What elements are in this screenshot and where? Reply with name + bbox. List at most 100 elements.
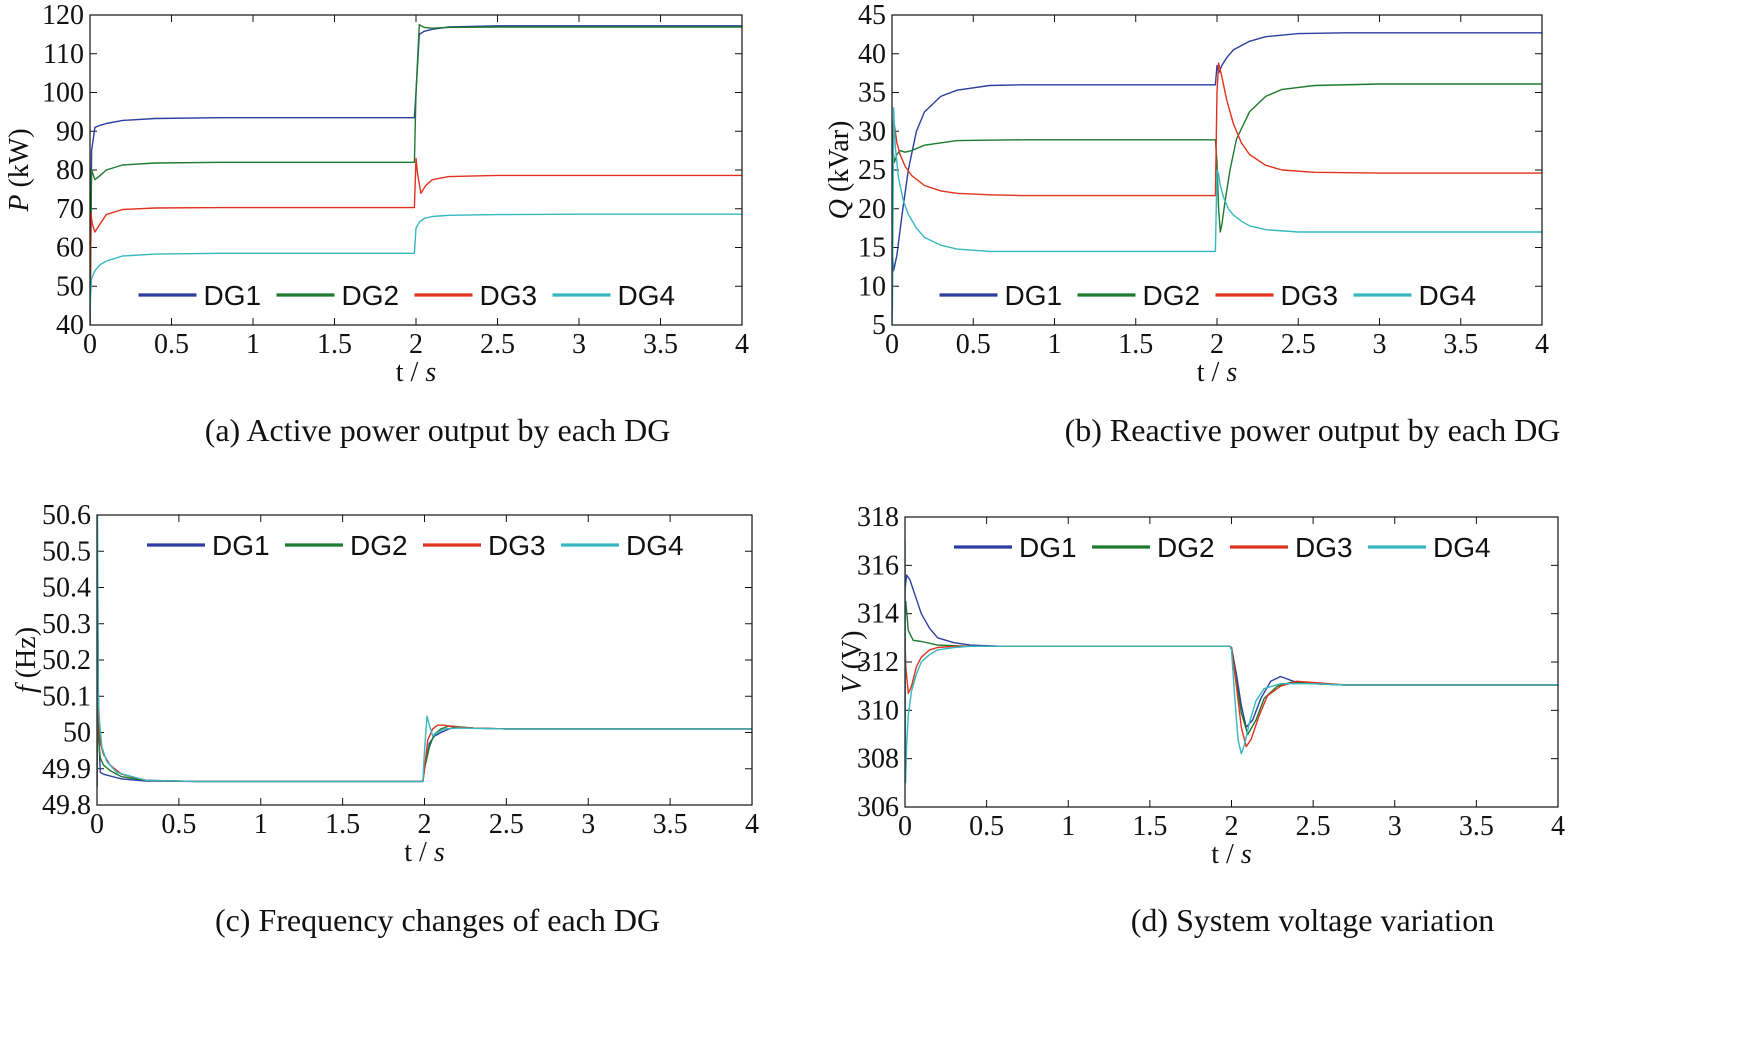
x-axis-label: t / s bbox=[396, 357, 437, 388]
legend-label-dg3: DG3 bbox=[480, 280, 538, 311]
y-tick-label: 110 bbox=[43, 39, 84, 70]
y-tick-label: 50.5 bbox=[42, 536, 91, 567]
x-tick-label: 3 bbox=[581, 809, 595, 840]
x-tick-label: 3.5 bbox=[1443, 329, 1478, 360]
x-tick-label: 0.5 bbox=[154, 329, 189, 360]
x-tick-label: 3.5 bbox=[1459, 811, 1494, 842]
y-tick-label: 120 bbox=[42, 0, 84, 31]
x-axis-label: t / s bbox=[404, 837, 445, 868]
y-tick-label: 35 bbox=[858, 78, 886, 109]
x-tick-label: 4 bbox=[1535, 329, 1549, 360]
chart-voltage: 0 0.5 1 1.5 2 2.5 3 3.5 4 306 308 310 312 314 316 318 DG… bbox=[837, 502, 1565, 870]
legend-label-dg3: DG3 bbox=[488, 530, 546, 561]
x-tick-label: 4 bbox=[735, 329, 749, 360]
series-line-dg4 bbox=[97, 515, 752, 787]
x-tick-label: 0 bbox=[83, 329, 97, 360]
x-tick-label: 3 bbox=[1388, 811, 1402, 842]
y-tick-label: 30 bbox=[858, 116, 886, 147]
y-tick-label: 49.8 bbox=[42, 790, 91, 821]
x-tick-label: 1.5 bbox=[1118, 329, 1153, 360]
y-tick-label: 308 bbox=[857, 744, 899, 775]
y-tick-label: 50.6 bbox=[42, 500, 91, 531]
x-tick-label: 2.5 bbox=[489, 809, 524, 840]
plot-frame bbox=[891, 14, 1543, 326]
x-tick-label: 0 bbox=[90, 809, 104, 840]
y-tick-label: 312 bbox=[857, 647, 899, 678]
y-tick-label: 310 bbox=[857, 695, 899, 726]
legend-label-dg2: DG2 bbox=[1157, 532, 1215, 563]
x-tick-label: 2.5 bbox=[1281, 329, 1316, 360]
y-tick-label: 314 bbox=[857, 599, 899, 630]
x-tick-label: 1.5 bbox=[1132, 811, 1167, 842]
series-line-dg2 bbox=[892, 83, 1542, 233]
x-tick-label: 0.5 bbox=[161, 809, 196, 840]
legend-label-dg2: DG2 bbox=[1143, 280, 1201, 311]
x-tick-label: 1 bbox=[1061, 811, 1075, 842]
x-tick-label: 0 bbox=[885, 329, 899, 360]
y-tick-label: 45 bbox=[858, 0, 886, 31]
y-tick-label: 40 bbox=[56, 310, 84, 341]
x-tick-label: 4 bbox=[745, 809, 759, 840]
x-tick-label: 0 bbox=[898, 811, 912, 842]
legend-label-dg3: DG3 bbox=[1281, 280, 1339, 311]
y-tick-label: 70 bbox=[56, 194, 84, 225]
caption-frequency: (c) Frequency changes of each DG bbox=[214, 902, 661, 938]
series-line-dg4 bbox=[90, 213, 742, 325]
y-axis-label: f (Hz) bbox=[11, 627, 42, 693]
series-line-dg2 bbox=[905, 600, 1558, 736]
x-tick-label: 1 bbox=[246, 329, 260, 360]
x-tick-label: 0.5 bbox=[969, 811, 1004, 842]
x-tick-label: 1.5 bbox=[317, 329, 352, 360]
y-tick-label: 60 bbox=[56, 233, 84, 264]
legend-label-dg2: DG2 bbox=[350, 530, 408, 561]
series-line-dg1 bbox=[892, 32, 1542, 272]
panel-frequency: 0 0.5 1 1.5 2 2.5 3 3.5 4 49.8 49.9 50 50.1 50.2 50.3 5… bbox=[0, 500, 875, 1055]
series-line-dg2 bbox=[90, 24, 742, 325]
series-line-dg3 bbox=[90, 157, 742, 325]
caption-voltage: (d) System voltage variation bbox=[1130, 902, 1495, 938]
y-tick-label: 50.1 bbox=[42, 681, 91, 712]
x-axis-label: t / s bbox=[1197, 357, 1238, 388]
legend-label-dg4: DG4 bbox=[1419, 280, 1477, 311]
y-tick-label: 316 bbox=[857, 550, 899, 581]
y-tick-label: 50 bbox=[63, 718, 91, 749]
y-axis-label: Q (kVar) bbox=[824, 121, 855, 220]
y-tick-label: 49.9 bbox=[42, 754, 91, 785]
y-tick-label: 50.2 bbox=[42, 645, 91, 676]
caption-reactive-power: (b) Reactive power output by each DG bbox=[1064, 412, 1561, 448]
x-tick-label: 2 bbox=[418, 809, 432, 840]
y-tick-label: 50 bbox=[56, 271, 84, 302]
legend-label-dg4: DG4 bbox=[626, 530, 684, 561]
x-tick-label: 2 bbox=[409, 329, 423, 360]
legend-label-dg1: DG1 bbox=[1019, 532, 1077, 563]
y-tick-label: 20 bbox=[858, 194, 886, 225]
y-tick-label: 25 bbox=[858, 155, 886, 186]
y-tick-label: 50.4 bbox=[42, 573, 91, 604]
y-tick-label: 10 bbox=[858, 271, 886, 302]
x-tick-label: 4 bbox=[1551, 811, 1565, 842]
x-tick-label: 0.5 bbox=[956, 329, 991, 360]
x-tick-label: 2.5 bbox=[480, 329, 515, 360]
panel-active-power: 0 0.5 1 1.5 2 2.5 3 3.5 4 40 50 60 70 80 90 100 110 120 DG… bbox=[0, 0, 875, 510]
series-line-dg4 bbox=[892, 107, 1542, 325]
series-line-dg4 bbox=[905, 541, 1558, 784]
y-tick-label: 15 bbox=[858, 233, 886, 264]
caption-active-power: (a) Active power output by each DG bbox=[204, 412, 671, 448]
x-tick-label: 2 bbox=[1210, 329, 1224, 360]
y-tick-label: 40 bbox=[858, 39, 886, 70]
x-tick-label: 3.5 bbox=[643, 329, 678, 360]
y-tick-label: 90 bbox=[56, 116, 84, 147]
x-tick-label: 1.5 bbox=[325, 809, 360, 840]
plot-frame bbox=[96, 514, 753, 806]
y-axis-label: V (V) bbox=[837, 631, 868, 694]
panel-voltage: 0 0.5 1 1.5 2 2.5 3 3.5 4 306 308 310 312 314 316 318 DG… bbox=[837, 502, 1750, 1055]
x-axis-label: t / s bbox=[1211, 839, 1252, 870]
plot-frame bbox=[904, 516, 1559, 808]
y-tick-label: 318 bbox=[857, 502, 899, 533]
legend-label-dg4: DG4 bbox=[1433, 532, 1491, 563]
chart-frequency: 0 0.5 1 1.5 2 2.5 3 3.5 4 49.8 49.9 50 50.1 50.2 50.3 5… bbox=[11, 500, 759, 868]
panel-reactive-power: 0 0.5 1 1.5 2 2.5 3 3.5 4 5 10 15 20 25 30 35 40 45 DG1 DG2… bbox=[824, 0, 1750, 510]
y-tick-label: 50.3 bbox=[42, 609, 91, 640]
y-axis-label: P (kW) bbox=[4, 128, 35, 212]
